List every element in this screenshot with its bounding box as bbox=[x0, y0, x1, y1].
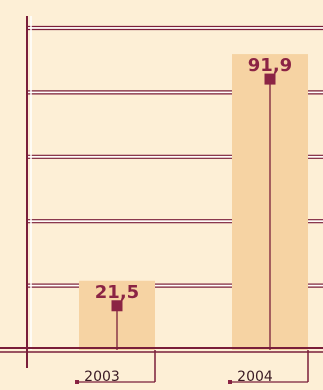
value-labels: 21,5 91,9 bbox=[95, 55, 292, 303]
markers bbox=[111, 73, 276, 350]
gridlines bbox=[27, 25, 323, 288]
value-label-2003: 21,5 bbox=[95, 282, 139, 303]
axes bbox=[0, 16, 323, 382]
value-label-2004: 91,9 bbox=[248, 55, 292, 76]
marker-2004 bbox=[264, 73, 276, 85]
x-tick-label-2003: 2003 bbox=[84, 369, 120, 385]
x-tick-label-2004: 2004 bbox=[237, 369, 273, 385]
marker-2003 bbox=[111, 300, 123, 312]
x-tick-labels: 2003 2004 bbox=[75, 369, 308, 385]
